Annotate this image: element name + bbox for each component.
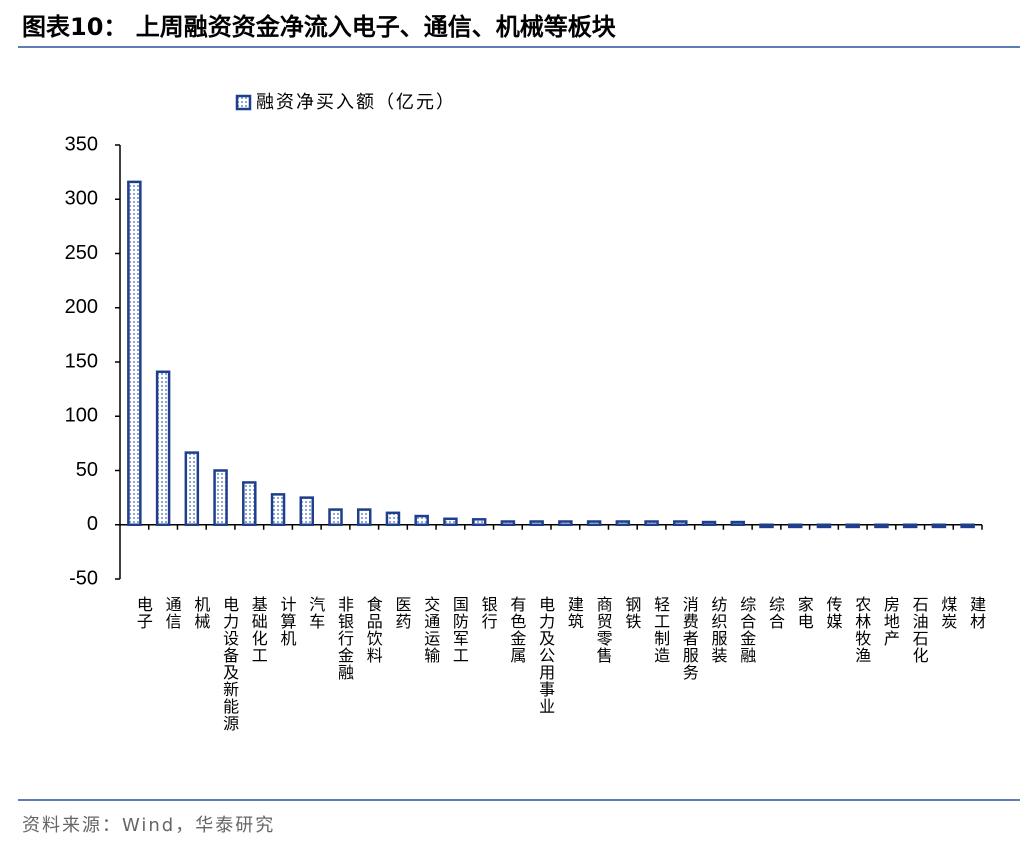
bar: [759, 523, 774, 529]
bar: [127, 180, 142, 526]
bar: [299, 496, 315, 526]
bar: [615, 520, 631, 526]
x-tick-label: 通信: [163, 596, 182, 630]
x-tick-label: 房地产: [881, 596, 900, 647]
x-tick-label: 机械: [191, 596, 210, 630]
y-tick-label: 0: [87, 513, 98, 535]
legend-swatch: [235, 94, 252, 111]
bar: [184, 451, 200, 526]
x-tick-label: 煤炭: [938, 596, 957, 630]
x-tick-label: 交通运输: [421, 596, 440, 664]
y-tick-label: 250: [65, 242, 98, 264]
x-tick-label: 电子: [134, 596, 153, 630]
bar: [213, 469, 228, 526]
bar: [931, 523, 947, 529]
x-tick-label: 食品饮料: [364, 596, 383, 664]
chart-title: 图表10： 上周融资资金净流入电子、通信、机械等板块: [22, 13, 616, 41]
x-tick-label: 基础化工: [249, 596, 268, 664]
x-tick-label: 纺织服装: [709, 596, 728, 664]
bar: [586, 520, 602, 526]
bar: [673, 520, 688, 526]
x-tick-label: 建材: [967, 596, 986, 630]
bar: [270, 493, 286, 526]
bar: [787, 523, 803, 529]
bar: [529, 520, 544, 526]
x-tick-label: 钢铁: [622, 596, 641, 630]
bar: [701, 520, 717, 526]
bar: [155, 370, 171, 527]
bar: [471, 518, 487, 527]
bar: [902, 523, 918, 529]
x-tick-label: 电力设备及新能源: [220, 596, 239, 732]
bar: [356, 508, 372, 526]
bar: [414, 514, 429, 527]
y-tick-label: 150: [65, 350, 98, 372]
x-tick-label: 国防军工: [450, 596, 469, 664]
x-tick-label: 商贸零售: [594, 596, 613, 664]
y-tick-label: 300: [65, 188, 98, 210]
x-tick-label: 家电: [795, 596, 814, 630]
legend-label: 融资净买入额（亿元）: [256, 92, 456, 113]
bar: [385, 511, 401, 527]
x-tick-label: 综合: [766, 596, 785, 630]
x-tick-label: 汽车: [306, 596, 325, 630]
x-tick-label: 有色金属: [507, 596, 526, 664]
x-tick-label: 农林牧渔: [852, 596, 871, 664]
y-tick-label: -50: [69, 567, 98, 589]
x-tick-label: 非银行金融: [335, 596, 354, 681]
x-tick-label: 电力及公用事业: [536, 596, 555, 715]
bar: [816, 523, 832, 529]
y-tick-label: 100: [65, 405, 98, 427]
bar: [730, 520, 746, 526]
x-tick-label: 传媒: [823, 596, 842, 630]
bar: [558, 520, 573, 526]
x-tick-label: 医药: [392, 596, 411, 630]
bar: [443, 517, 458, 526]
bar: [960, 523, 975, 529]
x-tick-label: 石油石化: [910, 596, 929, 664]
y-tick-label: 350: [65, 133, 98, 155]
x-tick-label: 建筑: [565, 596, 584, 630]
bar: [874, 523, 889, 529]
x-tick-label: 轻工制造: [651, 596, 670, 664]
x-tick-label: 消费者服务: [680, 596, 699, 681]
bar: [644, 520, 659, 526]
bar: [242, 481, 257, 526]
x-tick-label: 银行: [479, 596, 498, 630]
bar: [845, 523, 860, 529]
source-note: 资料来源：Wind，华泰研究: [22, 815, 275, 836]
x-tick-label: 综合金融: [737, 596, 756, 664]
y-tick-label: 50: [76, 459, 98, 481]
y-tick-label: 200: [65, 296, 98, 318]
bar: [500, 520, 516, 526]
bar: [328, 508, 343, 526]
x-tick-label: 计算机: [278, 596, 297, 647]
